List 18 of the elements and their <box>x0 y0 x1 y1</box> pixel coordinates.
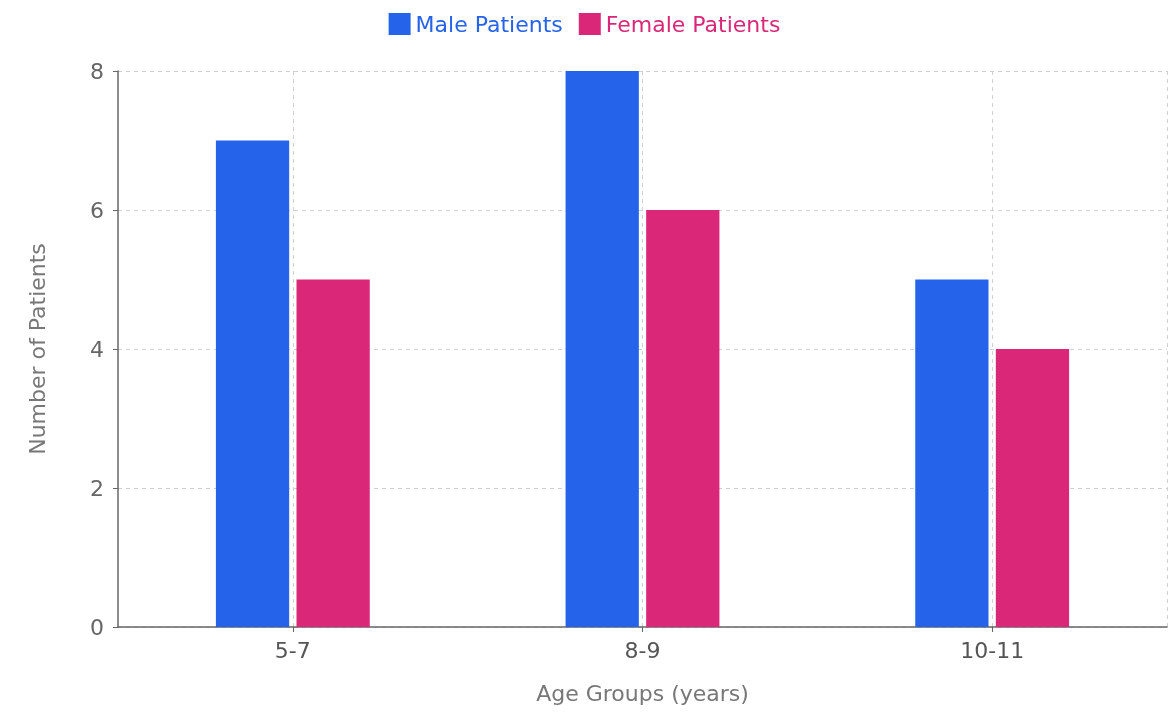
x-tick-label: 5-7 <box>274 637 311 663</box>
y-tick-label: 2 <box>90 475 104 501</box>
x-axis-title: Age Groups (years) <box>536 680 749 706</box>
bar <box>296 279 370 627</box>
y-tick-label: 6 <box>90 197 104 223</box>
x-tick-label: 10-11 <box>960 637 1025 663</box>
y-tick-label: 0 <box>90 614 104 640</box>
x-tick-label: 8-9 <box>624 637 661 663</box>
bar <box>915 279 989 627</box>
bar <box>215 140 290 627</box>
bar <box>646 210 720 627</box>
y-axis-title: Number of Patients <box>24 243 50 455</box>
bar <box>995 349 1070 627</box>
y-tick-label: 8 <box>90 58 104 84</box>
y-tick-label: 4 <box>90 336 104 362</box>
legend-label: Female Patients <box>605 11 781 37</box>
legend-label: Male Patients <box>415 11 563 37</box>
bar <box>565 71 639 627</box>
